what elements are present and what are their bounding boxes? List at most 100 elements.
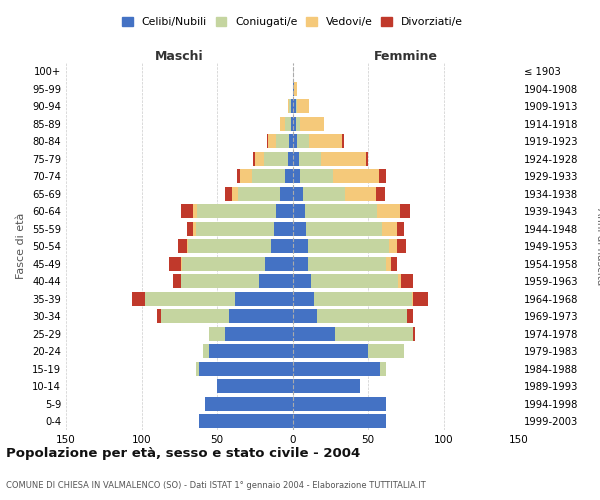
Bar — [293, 82, 294, 96]
Bar — [291, 100, 293, 113]
Bar — [377, 204, 400, 218]
Bar — [379, 170, 386, 183]
Bar — [188, 240, 271, 253]
Bar — [407, 310, 413, 323]
Bar — [178, 240, 187, 253]
Bar — [267, 134, 268, 148]
Bar — [280, 117, 285, 130]
Bar — [209, 344, 293, 358]
Bar — [217, 380, 293, 393]
Bar — [285, 170, 293, 183]
Bar — [288, 152, 293, 166]
Bar — [311, 274, 398, 288]
Bar — [280, 187, 293, 200]
Bar — [398, 274, 401, 288]
Bar — [300, 170, 333, 183]
Bar — [196, 362, 199, 376]
Bar — [293, 257, 308, 270]
Bar — [259, 274, 293, 288]
Bar — [346, 187, 376, 200]
Bar — [255, 152, 264, 166]
Bar — [386, 257, 391, 270]
Bar — [239, 170, 252, 183]
Bar — [293, 344, 368, 358]
Bar — [271, 240, 293, 253]
Text: Femmine: Femmine — [374, 50, 438, 62]
Bar — [368, 344, 404, 358]
Bar — [276, 204, 293, 218]
Text: Maschi: Maschi — [155, 50, 203, 62]
Bar — [196, 222, 274, 235]
Bar — [413, 292, 428, 306]
Bar — [297, 134, 309, 148]
Bar — [193, 222, 196, 235]
Bar — [238, 187, 280, 200]
Legend: Celibi/Nubili, Coniugati/e, Vedovi/e, Divorziati/e: Celibi/Nubili, Coniugati/e, Vedovi/e, Di… — [118, 13, 467, 32]
Bar — [293, 170, 300, 183]
Bar — [296, 117, 300, 130]
Bar — [268, 134, 276, 148]
Bar — [376, 187, 385, 200]
Bar — [297, 100, 309, 113]
Bar — [288, 100, 289, 113]
Bar — [412, 292, 413, 306]
Bar — [391, 257, 397, 270]
Bar — [294, 82, 297, 96]
Bar — [291, 117, 293, 130]
Bar — [305, 204, 377, 218]
Bar — [145, 292, 235, 306]
Bar — [276, 134, 289, 148]
Bar — [367, 152, 368, 166]
Bar — [181, 204, 193, 218]
Bar — [235, 292, 293, 306]
Bar — [181, 274, 259, 288]
Bar — [397, 222, 404, 235]
Bar — [293, 414, 386, 428]
Bar — [181, 257, 182, 270]
Bar — [289, 134, 293, 148]
Bar — [197, 204, 276, 218]
Bar — [389, 240, 397, 253]
Bar — [285, 117, 291, 130]
Bar — [236, 170, 239, 183]
Bar — [193, 204, 197, 218]
Bar — [224, 187, 232, 200]
Bar — [293, 240, 308, 253]
Bar — [252, 170, 285, 183]
Bar — [317, 310, 407, 323]
Bar — [253, 152, 255, 166]
Bar — [293, 292, 314, 306]
Bar — [314, 292, 412, 306]
Bar — [229, 310, 293, 323]
Bar — [224, 327, 293, 340]
Bar — [161, 310, 229, 323]
Y-axis label: Fasce di età: Fasce di età — [16, 213, 26, 280]
Bar — [182, 257, 265, 270]
Bar — [299, 152, 321, 166]
Bar — [333, 170, 379, 183]
Bar — [309, 134, 343, 148]
Bar — [293, 187, 303, 200]
Bar — [289, 100, 291, 113]
Text: Popolazione per età, sesso e stato civile - 2004: Popolazione per età, sesso e stato civil… — [6, 448, 360, 460]
Bar — [203, 344, 209, 358]
Bar — [293, 397, 386, 410]
Bar — [293, 222, 306, 235]
Bar — [335, 327, 413, 340]
Bar — [199, 414, 293, 428]
Y-axis label: Anni di nascita: Anni di nascita — [595, 208, 600, 285]
Bar — [187, 222, 193, 235]
Bar — [400, 204, 410, 218]
Bar — [205, 397, 293, 410]
Bar — [382, 222, 397, 235]
Bar — [293, 274, 311, 288]
Bar — [133, 292, 145, 306]
Bar — [306, 222, 382, 235]
Bar — [343, 134, 344, 148]
Bar — [187, 240, 188, 253]
Bar — [209, 327, 224, 340]
Bar — [264, 152, 288, 166]
Bar — [157, 310, 161, 323]
Bar — [173, 274, 181, 288]
Bar — [265, 257, 293, 270]
